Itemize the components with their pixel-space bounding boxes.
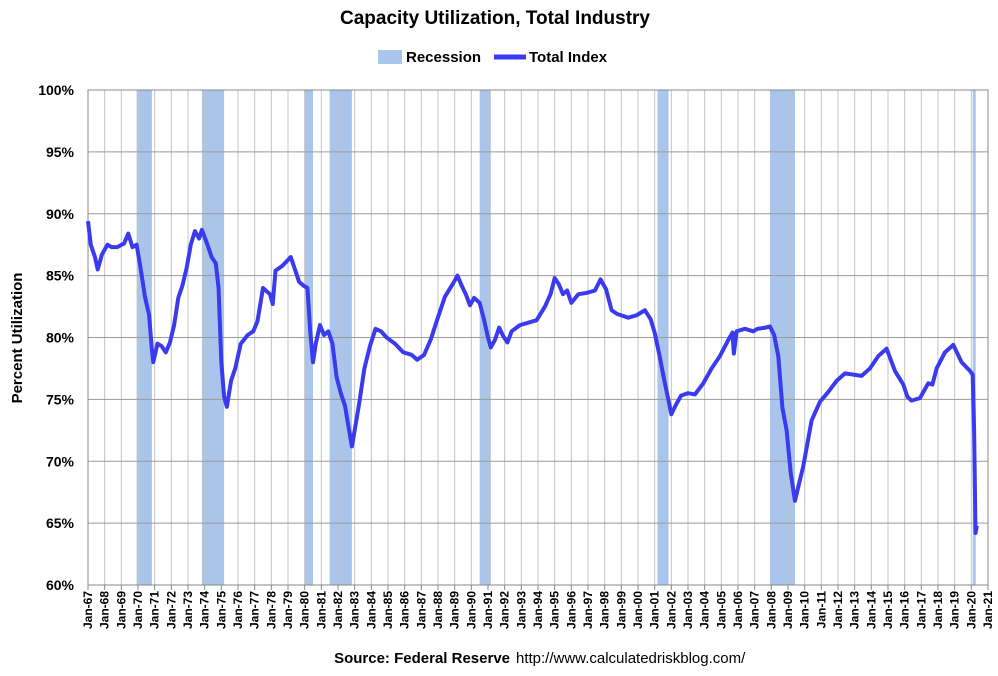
x-tick-label: Jan-20 (964, 591, 978, 629)
x-tick-label: Jan-73 (181, 591, 195, 629)
legend-swatch (378, 50, 402, 64)
x-tick-label: Jan-88 (431, 591, 445, 629)
x-tick-label: Jan-06 (731, 591, 745, 629)
x-tick-label: Jan-70 (131, 591, 145, 629)
legend-label: Total Index (529, 49, 608, 66)
x-tick-label: Jan-04 (698, 591, 712, 629)
x-tick-label: Jan-98 (598, 591, 612, 629)
x-tick-label: Jan-83 (348, 591, 362, 629)
x-tick-label: Jan-17 (914, 591, 928, 629)
x-tick-label: Jan-85 (381, 591, 395, 629)
series-line (86, 220, 979, 536)
x-tick-label: Jan-75 (214, 591, 228, 629)
source: Source: Federal Reserve (334, 650, 510, 667)
x-tick-label: Jan-77 (248, 591, 262, 629)
x-tick-label: Jan-93 (514, 591, 528, 629)
y-tick-label: 95% (46, 144, 75, 160)
x-tick-label: Jan-69 (114, 591, 128, 629)
y-tick-label: 80% (46, 330, 75, 346)
x-tick-label: Jan-11 (814, 591, 828, 629)
x-tick-label: Jan-01 (648, 591, 662, 629)
x-tick-label: Jan-03 (681, 591, 695, 629)
x-tick-label: Jan-99 (614, 591, 628, 629)
y-tick-label: 90% (46, 206, 75, 222)
x-tick-label: Jan-94 (531, 591, 545, 629)
x-tick-label: Jan-80 (298, 591, 312, 629)
x-tick-label: Jan-89 (448, 591, 462, 629)
x-tick-label: Jan-92 (498, 591, 512, 629)
x-tick-label: Jan-91 (481, 591, 495, 629)
x-tick-label: Jan-90 (464, 591, 478, 629)
x-tick-label: Jan-97 (581, 591, 595, 629)
y-tick-label: 70% (46, 453, 75, 469)
plot-border (87, 89, 989, 586)
x-tick-label: Jan-12 (831, 591, 845, 629)
x-tick-label: Jan-16 (898, 591, 912, 629)
legend-label: Recession (406, 49, 481, 66)
x-tick-label: Jan-86 (398, 591, 412, 629)
y-tick-label: 60% (46, 577, 75, 593)
x-tick-label: Jan-07 (748, 591, 762, 629)
x-tick-label: Jan-84 (364, 591, 378, 629)
source-url: http://www.calculatedriskblog.com/ (516, 650, 746, 667)
x-tick-label: Jan-87 (414, 591, 428, 629)
x-tick-label: Jan-67 (81, 591, 95, 629)
y-tick-label: 65% (46, 515, 75, 531)
x-tick-label: Jan-81 (314, 591, 328, 629)
x-tick-label: Jan-78 (264, 591, 278, 629)
x-tick-label: Jan-09 (781, 591, 795, 629)
chart-title: Capacity Utilization, Total Industry (340, 8, 650, 29)
x-tick-label: Jan-95 (548, 591, 562, 629)
x-tick-label: Jan-08 (764, 591, 778, 629)
x-tick-label: Jan-00 (631, 591, 645, 629)
x-tick-label: Jan-15 (881, 591, 895, 629)
x-tick-label: Jan-14 (864, 591, 878, 629)
x-tick-label: Jan-68 (98, 591, 112, 629)
x-tick-label: Jan-76 (231, 591, 245, 629)
x-tick-label: Jan-71 (148, 591, 162, 629)
y-tick-label: 100% (38, 82, 74, 98)
x-tick-label: Jan-79 (281, 591, 295, 629)
x-tick-label: Jan-72 (164, 591, 178, 629)
x-tick-label: Jan-96 (564, 591, 578, 629)
x-tick-label: Jan-18 (931, 591, 945, 629)
y-tick-label: 75% (46, 391, 75, 407)
x-tick-label: Jan-02 (664, 591, 678, 629)
x-tick-label: Jan-82 (331, 591, 345, 629)
y-tick-label: 85% (46, 268, 75, 284)
x-tick-label: Jan-74 (198, 591, 212, 629)
x-tick-label: Jan-13 (848, 591, 862, 629)
x-tick-label: Jan-05 (714, 591, 728, 629)
x-tick-label: Jan-21 (981, 591, 995, 629)
x-tick-label: Jan-10 (798, 591, 812, 629)
y-axis-label: Percent Utilization (9, 273, 26, 404)
x-tick-label: Jan-19 (948, 591, 962, 629)
